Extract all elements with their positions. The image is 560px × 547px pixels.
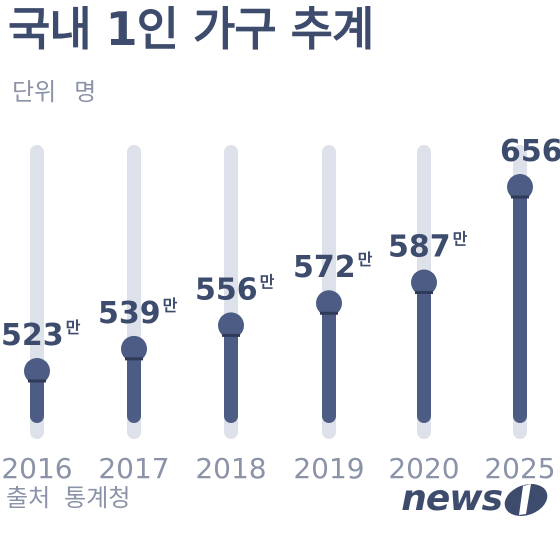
category-label: 2017 <box>98 452 169 485</box>
value-label: 556 만 <box>195 272 275 307</box>
source-label: 출처 <box>6 484 51 512</box>
category-label: 2025 <box>484 452 555 485</box>
value-label: 539 만 <box>98 296 178 331</box>
value-label: 572 만 <box>293 250 373 285</box>
value-dot <box>218 312 244 339</box>
category-label: 2020 <box>388 452 459 485</box>
value-suffix: 만 <box>260 272 275 291</box>
value-dot <box>411 269 437 296</box>
page-title: 국내 1인 가구 추계 <box>8 2 374 56</box>
value-dot <box>507 174 533 200</box>
value-dot <box>24 358 50 384</box>
unit-row: 단위 명 <box>12 72 96 107</box>
value-dot <box>121 335 147 362</box>
category-label: 2018 <box>195 452 266 485</box>
value-label: 523 만 <box>1 318 81 353</box>
value-suffix: 만 <box>453 229 468 248</box>
value-label: 587 만 <box>388 229 468 264</box>
unit-value: 명 <box>74 78 97 106</box>
source-row: 출처 통계청 <box>6 478 130 513</box>
value-suffix: 만 <box>358 250 373 269</box>
category-label: 2016 <box>1 452 72 485</box>
logo-text: news <box>401 477 503 519</box>
source-value: 통계청 <box>64 484 131 512</box>
logo-mark-icon <box>504 484 548 516</box>
news1-logo: news <box>401 470 550 526</box>
unit-label: 단위 <box>12 78 57 106</box>
value-dot <box>316 290 342 317</box>
value-suffix: 만 <box>163 296 178 315</box>
value-label: 656만 <box>500 134 560 169</box>
value-suffix: 만 <box>66 318 81 337</box>
category-label: 2019 <box>293 452 364 485</box>
